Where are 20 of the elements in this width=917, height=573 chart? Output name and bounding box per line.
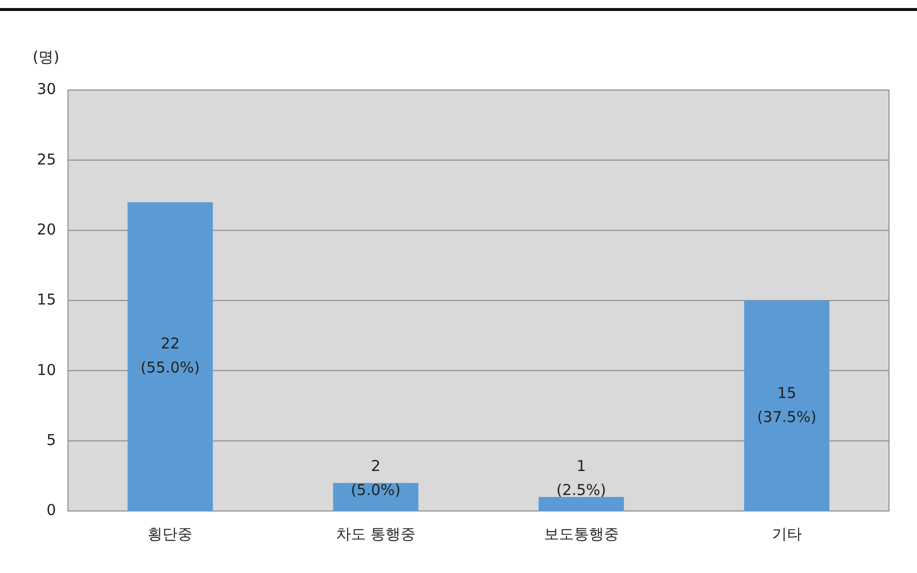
- data-label: 22 (55.0%): [140, 334, 200, 377]
- y-tick-label: 5: [46, 430, 56, 449]
- y-tick-label: 25: [36, 150, 56, 168]
- y-tick-label: 20: [36, 220, 56, 238]
- y-axis-title: (명): [32, 48, 60, 66]
- y-tick-label: 30: [36, 80, 56, 98]
- bar: [744, 300, 830, 511]
- bar: [538, 496, 624, 511]
- bar: [128, 202, 213, 511]
- y-tick-label: 10: [36, 360, 56, 379]
- data-label: 2 (5.0%): [350, 457, 401, 500]
- data-label: 15 (37.5%): [757, 384, 816, 426]
- bar: [333, 482, 418, 511]
- y-tick-label: 0: [46, 501, 56, 520]
- x-tick-label: 횡단중: [148, 525, 193, 544]
- x-tick-label: 보도통행중: [544, 525, 619, 544]
- x-tick-label: 차도 통행중: [336, 525, 416, 544]
- x-tick-label: 기타: [772, 525, 802, 544]
- y-tick-label: 15: [36, 290, 56, 309]
- data-label: 1 (2.5%): [556, 457, 606, 500]
